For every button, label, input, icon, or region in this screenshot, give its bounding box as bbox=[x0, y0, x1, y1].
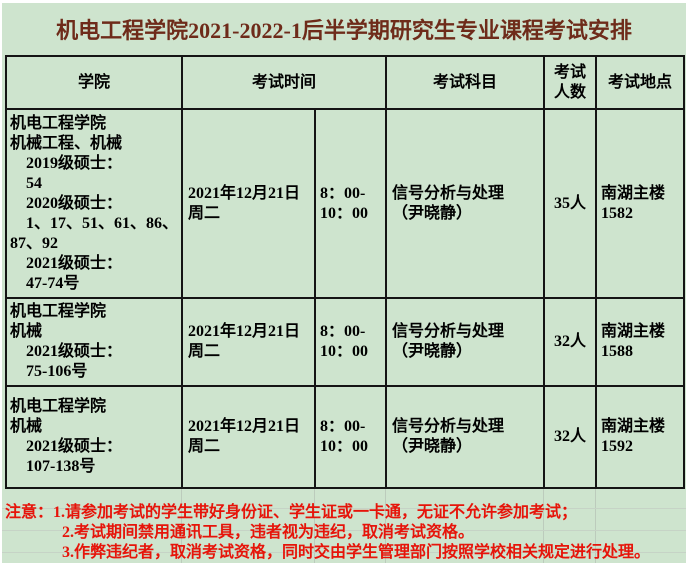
cell-date: 2021年12月21日 周二 bbox=[181, 297, 316, 387]
cell-subject: 信号分析与处理 （尹晓静） bbox=[385, 108, 545, 299]
cell-date: 2021年12月21日 周二 bbox=[181, 108, 316, 299]
cell-college: 机电工程学院 机械 2021级硕士： 75-106号 bbox=[5, 297, 183, 387]
cell-subject: 信号分析与处理 （尹晓静） bbox=[385, 297, 545, 387]
cell-college: 机电工程学院 机械 2021级硕士： 107-138号 bbox=[5, 385, 183, 489]
gridline-vertical bbox=[385, 487, 386, 563]
col-header-subject: 考试科目 bbox=[385, 55, 545, 110]
col-header-count: 考试人数 bbox=[543, 55, 597, 110]
gridline-horizontal bbox=[2, 508, 686, 509]
table-row: 机电工程学院 机械 2021级硕士： 107-138号 2021年12月21日 … bbox=[5, 385, 685, 489]
page-title: 机电工程学院2021-2022-1后半学期研究生专业课程考试安排 bbox=[56, 18, 632, 43]
gridline-vertical bbox=[181, 487, 182, 563]
header-row: 学院 考试时间 考试科目 考试人数 考试地点 bbox=[5, 55, 685, 110]
cell-subject: 信号分析与处理 （尹晓静） bbox=[385, 385, 545, 489]
col-header-location: 考试地点 bbox=[595, 55, 685, 110]
note-line-1: 注意：1.请参加考试的学生带好身份证、学生证或一卡通，无证不允许参加考试； bbox=[5, 504, 578, 521]
table-row: 机电工程学院 机械 2021级硕士： 75-106号 2021年12月21日 周… bbox=[5, 297, 685, 387]
cell-count: 35人 bbox=[543, 108, 597, 299]
gridline-horizontal bbox=[2, 530, 686, 531]
gridline-vertical bbox=[314, 487, 315, 563]
exam-notes: 注意：1.请参加考试的学生带好身份证、学生证或一卡通，无证不允许参加考试； 2.… bbox=[5, 503, 685, 563]
col-header-college: 学院 bbox=[5, 55, 183, 110]
note-line-3: 3.作弊违纪者，取消考试资格，同时交由学生管理部门按照学校相关规定进行处理。 bbox=[62, 544, 651, 561]
cell-date: 2021年12月21日 周二 bbox=[181, 385, 316, 489]
cell-time: 8：00- 10：00 bbox=[314, 108, 387, 299]
cell-college: 机电工程学院 机械工程、机械 2019级硕士： 54 2020级硕士： 1、17… bbox=[5, 108, 183, 299]
col-header-exam-time: 考试时间 bbox=[181, 55, 387, 110]
exam-schedule-table: 学院 考试时间 考试科目 考试人数 考试地点 机电工程学院 机械工程、机械 20… bbox=[5, 55, 685, 489]
table-row: 机电工程学院 机械工程、机械 2019级硕士： 54 2020级硕士： 1、17… bbox=[5, 108, 685, 299]
gridline-vertical bbox=[543, 487, 544, 563]
cell-count: 32人 bbox=[543, 297, 597, 387]
cell-time: 8：00- 10：00 bbox=[314, 297, 387, 387]
cell-location: 南湖主楼 1582 bbox=[595, 108, 685, 299]
gridline-vertical bbox=[595, 487, 596, 563]
note-line-2: 2.考试期间禁用通讯工具，违者视为违纪，取消考试资格。 bbox=[62, 524, 475, 541]
cell-time: 8：00- 10：00 bbox=[314, 385, 387, 489]
gridline-horizontal bbox=[2, 552, 686, 553]
cell-count: 32人 bbox=[543, 385, 597, 489]
cell-location: 南湖主楼 1592 bbox=[595, 385, 685, 489]
cell-location: 南湖主楼 1588 bbox=[595, 297, 685, 387]
